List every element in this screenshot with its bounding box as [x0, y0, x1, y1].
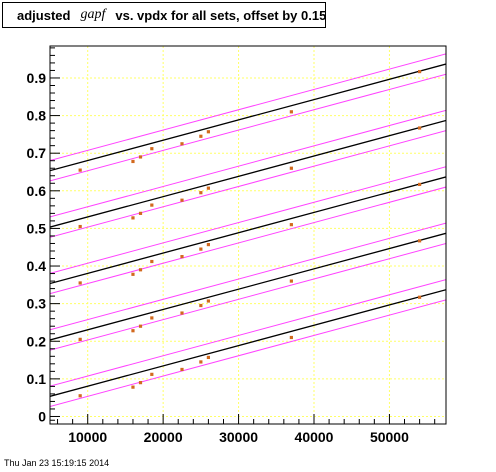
data-point-set3-8: [418, 126, 422, 130]
band-line-set4-upper: [50, 53, 446, 162]
plot-frame: [49, 45, 447, 425]
data-point-set3-4: [180, 198, 184, 202]
x-tick-label-4: 50000: [370, 429, 409, 445]
data-point-set0-4: [180, 367, 184, 372]
band-line-set1-lower: [50, 242, 446, 351]
data-point-set0-3: [150, 372, 154, 376]
data-point-set4-7: [289, 110, 293, 114]
fit-line-set3: [50, 119, 446, 228]
x-tick-label-0: 10000: [68, 429, 107, 445]
data-point-set3-6: [206, 186, 210, 190]
data-point-set0-5: [199, 360, 203, 364]
timestamp-footer: Thu Jan 23 15:19:15 2014: [4, 458, 110, 468]
band-line-set0-lower: [50, 299, 446, 407]
data-point-set2-2: [138, 268, 143, 272]
data-point-set0-0: [78, 394, 82, 398]
band-line-set3-lower: [50, 130, 446, 238]
chart-title: adjusted gapf vs. vpdx for all sets, off…: [2, 2, 326, 28]
data-point-set4-0: [78, 168, 82, 172]
data-point-set1-6: [206, 299, 210, 303]
fit-line-set4: [50, 63, 446, 172]
data-point-set1-2: [138, 324, 143, 328]
x-tick-label-1: 20000: [144, 429, 183, 445]
x-tick-label-3: 40000: [295, 429, 334, 445]
data-point-set3-0: [78, 224, 82, 229]
fit-line-set2: [50, 176, 446, 285]
data-point-set3-5: [199, 191, 203, 195]
data-point-set3-7: [289, 166, 293, 170]
x-tick-label-2: 30000: [219, 429, 258, 445]
data-point-set2-7: [289, 223, 293, 227]
data-point-set2-0: [78, 281, 82, 285]
data-point-set1-4: [180, 311, 184, 315]
y-tick-label-0: 0: [38, 408, 46, 424]
data-point-set4-8: [418, 69, 422, 74]
data-point-set1-8: [418, 239, 422, 243]
title-prefix: adjusted: [17, 7, 71, 23]
y-tick-label-2: 0.2: [27, 333, 47, 349]
data-point-set2-8: [418, 182, 422, 187]
data-point-set4-1: [131, 159, 135, 164]
data-point-set4-3: [150, 147, 154, 151]
data-point-set0-2: [138, 381, 143, 385]
data-point-set3-1: [131, 216, 135, 220]
band-line-set4-lower: [50, 73, 446, 182]
data-point-set3-2: [138, 211, 143, 215]
y-tick-label-9: 0.9: [27, 70, 47, 86]
data-point-set0-8: [418, 295, 422, 299]
data-point-set2-5: [199, 247, 203, 251]
data-point-set4-2: [138, 155, 143, 159]
data-point-set1-7: [289, 279, 293, 283]
data-point-set2-1: [131, 272, 135, 276]
y-tick-label-4: 0.4: [27, 258, 47, 274]
y-tick-label-6: 0.6: [27, 183, 47, 199]
data-point-set0-7: [289, 335, 293, 340]
band-line-set0-upper: [50, 279, 446, 387]
data-point-set0-6: [206, 355, 210, 360]
band-line-set2-lower: [50, 186, 446, 295]
data-point-set1-3: [150, 316, 154, 320]
y-tick-label-8: 0.8: [27, 108, 47, 124]
fit-line-set1: [50, 232, 446, 341]
data-point-set2-6: [206, 242, 210, 247]
band-line-set2-upper: [50, 166, 446, 274]
data-point-set0-1: [131, 385, 135, 389]
data-point-set4-4: [180, 142, 184, 146]
plot-area: [50, 46, 446, 424]
data-point-set2-3: [150, 259, 154, 264]
data-point-set4-5: [199, 134, 203, 138]
data-point-set3-3: [150, 203, 154, 207]
data-point-set2-4: [180, 255, 184, 259]
y-tick-label-7: 0.7: [27, 145, 47, 161]
fit-line-set0: [50, 289, 446, 397]
band-line-set1-upper: [50, 222, 446, 331]
data-point-set1-0: [78, 337, 82, 341]
band-line-set3-upper: [50, 109, 446, 218]
y-tick-label-5: 0.5: [27, 220, 47, 236]
data-point-set1-1: [131, 329, 135, 333]
title-symbol: gapf: [80, 7, 106, 22]
y-tick-label-1: 0.1: [27, 371, 47, 387]
y-tick-label-3: 0.3: [27, 296, 47, 312]
data-point-set4-6: [206, 130, 210, 134]
title-suffix: vs. vpdx for all sets, offset by 0.15: [115, 7, 327, 23]
data-point-set1-5: [199, 303, 203, 308]
